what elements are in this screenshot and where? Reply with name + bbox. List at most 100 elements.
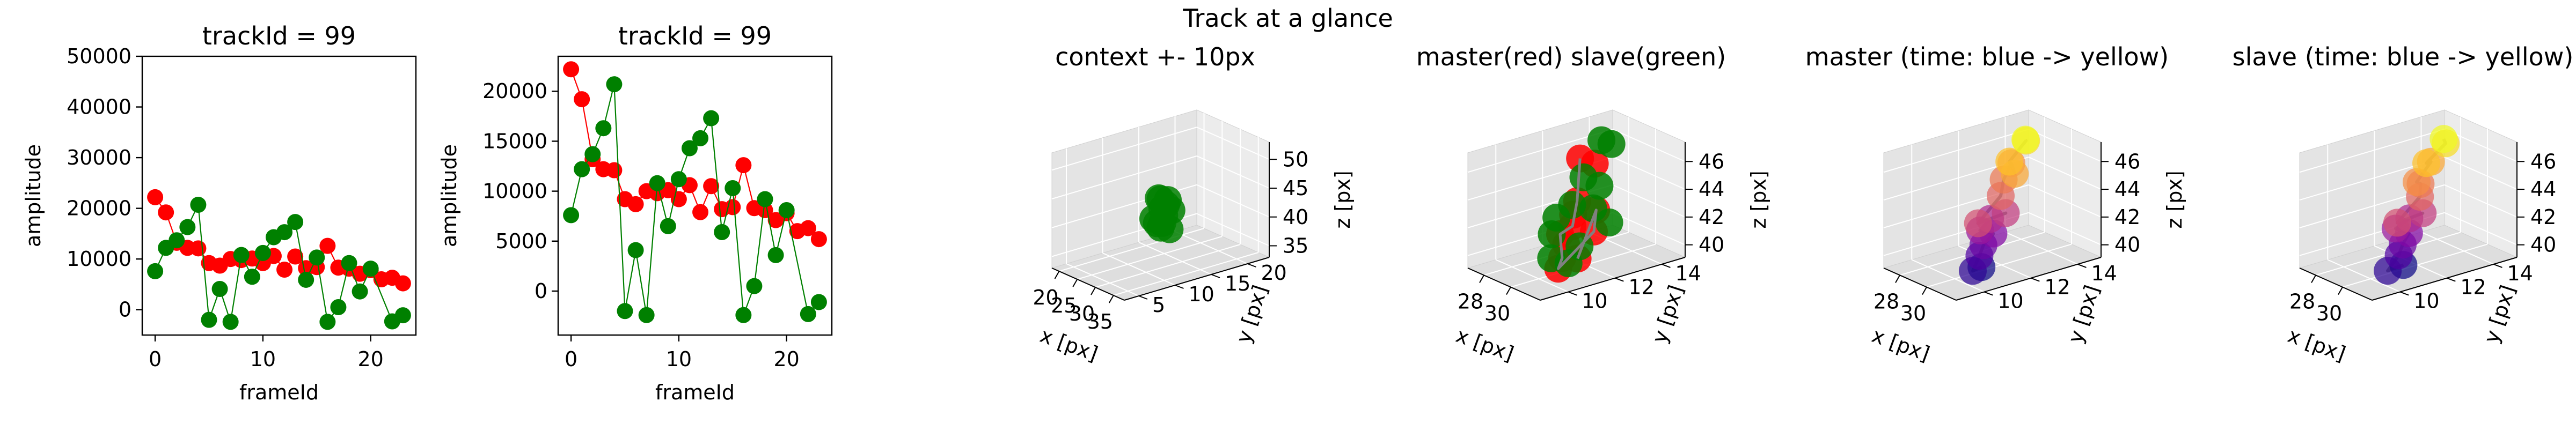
data-point [563,61,580,78]
data-point [606,162,623,179]
data-point [2011,125,2040,154]
data-point [595,120,612,137]
data-point [714,224,730,241]
z-tick-label: 40 [1699,233,1724,257]
grid-line [2005,231,2078,265]
data-point [147,263,164,279]
figure-suptitle: Track at a glance [1182,4,1393,33]
data-point [563,207,580,224]
x-tick-label: 35 [1087,310,1113,333]
data-point [810,231,827,248]
grid-line [1196,184,1270,218]
x-axis-label: frameId [239,381,319,404]
y-tick [1662,263,1671,268]
y-tick-label: 20000 [482,79,547,103]
y-tick-label: 20000 [67,197,131,220]
data-point [222,314,239,330]
x-tick [1108,295,1114,303]
grid-line [2421,231,2494,265]
grid-line [1612,157,1686,190]
data-point [362,261,379,277]
z-tick-label: 44 [1699,177,1724,201]
data-point [703,110,720,127]
data-point [330,299,347,315]
chart-title: context +- 10px [1055,42,1255,71]
y-tick [2399,291,2409,296]
data-point [735,157,752,174]
data-point [1538,220,1566,249]
z-tick-label: 44 [2530,177,2556,201]
x-tick-label: 20 [1033,286,1058,309]
x-tick-label: 30 [1900,302,1926,325]
x-axis-label: x [px] [1869,323,1933,366]
x-tick-label: 20 [357,347,383,371]
series-s1 [1958,125,2040,285]
series-trajectory [1557,158,1598,270]
data-point [692,204,709,220]
data-point [169,232,185,249]
data-point [778,202,795,219]
data-point [190,240,207,257]
y-tick [1984,291,1993,296]
x-axis-line [1467,267,1541,301]
data-point [1595,208,1623,236]
grid-line [1883,129,2029,173]
y-axis-line [2372,257,2518,301]
z-tick-label: 45 [1283,176,1308,200]
y-tick [1615,277,1624,282]
y-tick [2077,263,2087,268]
grid-line [1612,184,1686,218]
data-point [627,242,644,258]
data-point [574,161,590,177]
data-point [2429,125,2458,153]
y-tick-label: 14 [2507,262,2533,285]
data-point [254,244,271,261]
data-point [746,278,763,294]
x-tick [1506,287,1511,295]
y-axis-line [1540,257,1686,301]
x-tick-label: 10 [666,347,692,371]
y-tick-label: 14 [2091,262,2117,285]
grid-line [1196,155,1270,189]
data-point [627,196,644,212]
data-point [692,130,709,146]
y-tick-label: 10 [1997,289,2023,313]
data-point [757,202,773,219]
x-tick-label: 20 [773,347,799,371]
line-chart-2: trackId = 99 frameId amplitude 0 10 20 0 5000 10… [437,21,833,404]
chart-title: master(red) slave(green) [1416,42,1726,71]
grid-line [1612,129,1686,162]
data-point [1143,209,1171,237]
data-point [649,175,665,191]
data-point [617,303,633,319]
y-tick-label: 10 [2413,289,2439,313]
x-tick-label: 28 [1458,289,1483,313]
data-point [147,189,164,205]
x-tick [1895,274,1900,283]
data-point [810,294,827,310]
data-point [606,76,623,93]
series-green [563,76,827,323]
y-axis-label: amplitude [21,144,45,247]
data-point [158,204,174,221]
grid-line [2444,212,2518,246]
data-point [1995,147,2024,176]
x-axis-label: x [px] [2285,323,2348,366]
data-point [276,224,293,241]
data-point [681,140,698,157]
data-point [767,247,784,263]
data-point [190,197,207,213]
y-tick-label: 10 [1582,289,1607,313]
y-tick-label: 50000 [67,44,131,68]
series-green [147,197,411,330]
data-point [724,180,741,197]
x-tick [1072,279,1078,287]
y-tick-label: 10000 [482,180,547,203]
data-point [276,262,293,278]
z-tick-label: 46 [1699,150,1724,173]
grid-line [2299,129,2445,173]
plot-frame [141,55,417,336]
